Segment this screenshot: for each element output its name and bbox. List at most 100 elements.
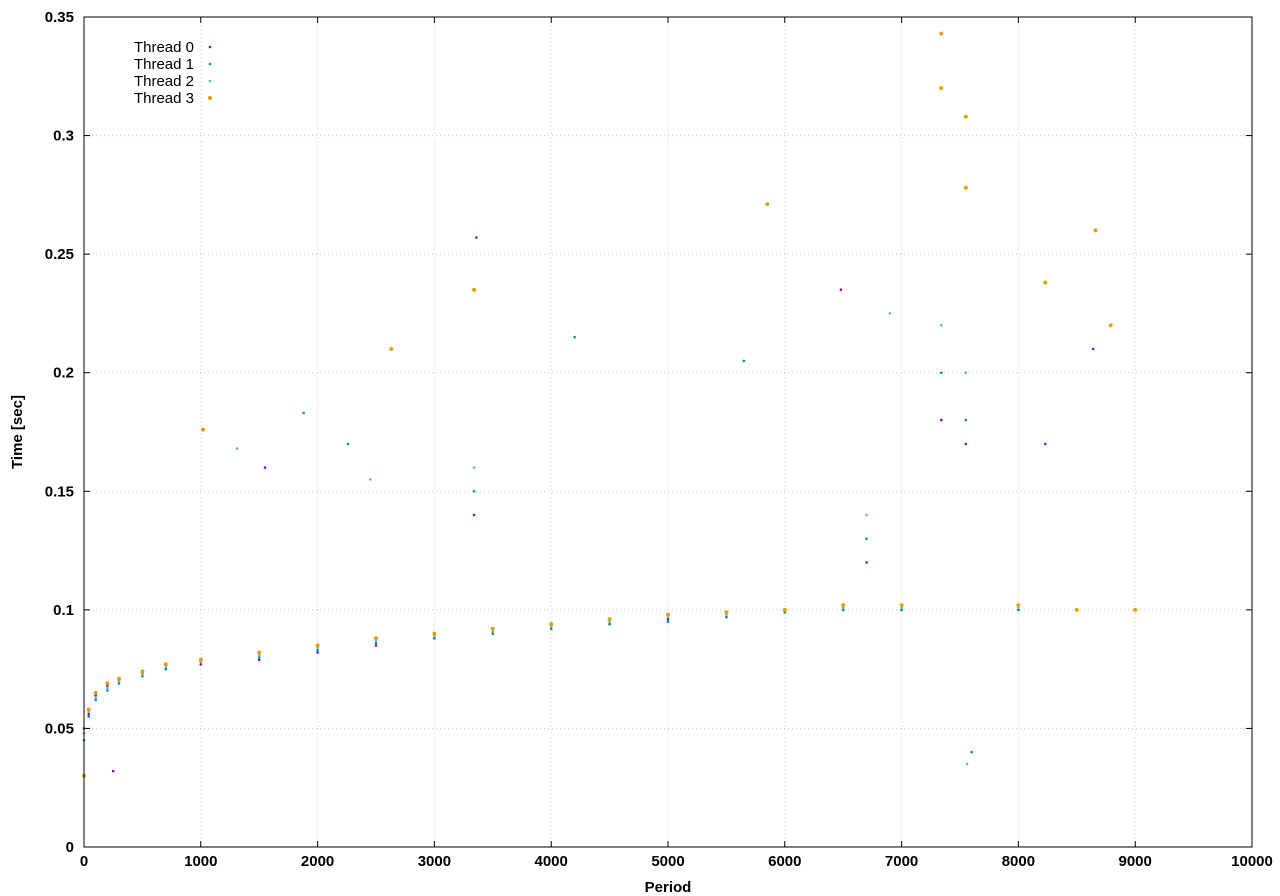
data-point-thread-3: [105, 681, 110, 686]
data-point-thread-1: [257, 656, 261, 659]
data-point-thread-0: [839, 288, 843, 292]
data-point-thread-3: [841, 603, 846, 608]
y-tick-label: 0.1: [53, 602, 74, 619]
x-tick-label: 9000: [1119, 853, 1152, 870]
data-point-thread-1: [549, 627, 553, 631]
data-point-thread-1: [433, 637, 436, 640]
data-point-thread-0: [316, 651, 319, 654]
axis-ticks: [83, 16, 1253, 848]
x-tick-label: 7000: [885, 853, 918, 870]
data-point-thread-1: [940, 371, 943, 375]
data-point-thread-3: [472, 287, 477, 292]
data-point-thread-1: [346, 442, 350, 446]
legend-label: Thread 3: [134, 90, 194, 107]
data-point-thread-0: [257, 658, 261, 661]
y-tick-label: 0.15: [45, 483, 74, 500]
y-tick-label: 0.05: [45, 720, 74, 737]
data-point-thread-3: [257, 650, 262, 655]
data-point-thread-3: [374, 636, 378, 641]
data-point-thread-0: [1044, 442, 1047, 446]
data-point-thread-3: [198, 657, 203, 662]
data-point-thread-3: [1074, 607, 1079, 612]
legend-label: Thread 1: [134, 56, 194, 73]
data-point-thread-0: [940, 418, 943, 422]
data-point-thread-3: [782, 607, 787, 612]
data-point-thread-1: [87, 715, 90, 718]
data-point-thread-1: [316, 648, 319, 652]
legend-marker: [208, 79, 212, 83]
data-point-thread-2: [964, 371, 968, 375]
data-point-thread-2: [965, 762, 969, 766]
x-tick-label: 0: [80, 853, 88, 870]
x-tick-label: 1000: [184, 853, 217, 870]
data-point-thread-1: [106, 689, 109, 692]
data-point-thread-3: [607, 617, 612, 622]
x-axis-title: Period: [645, 879, 692, 896]
legend-marker: [208, 62, 212, 66]
data-point-thread-3: [549, 622, 554, 627]
data-point-thread-1: [164, 667, 168, 671]
data-point-thread-3: [86, 707, 91, 712]
data-point-thread-1: [666, 620, 670, 623]
data-point-thread-2: [940, 324, 943, 327]
data-point-thread-2: [235, 447, 239, 450]
data-point-thread-3: [140, 669, 145, 674]
data-point-thread-1: [472, 490, 476, 493]
data-point-thread-0: [666, 618, 670, 621]
data-point-thread-3: [899, 603, 904, 608]
data-point-thread-1: [865, 537, 868, 540]
data-point-thread-0: [865, 561, 868, 564]
data-point-thread-1: [742, 359, 746, 363]
data-point-thread-0: [964, 442, 968, 446]
data-point-thread-0: [475, 236, 478, 239]
data-points: [82, 31, 1138, 778]
data-point-thread-1: [491, 632, 495, 635]
data-point-thread-1: [970, 750, 973, 754]
data-point-thread-2: [368, 478, 372, 481]
data-point-thread-3: [765, 202, 770, 207]
data-point-thread-3: [432, 631, 437, 636]
y-tick-label: 0.25: [45, 246, 74, 263]
data-point-thread-3: [1108, 323, 1113, 328]
grid: [83, 16, 1253, 848]
data-point-thread-1: [94, 698, 97, 702]
data-point-thread-3: [666, 612, 670, 617]
data-point-thread-3: [163, 662, 168, 667]
data-point-thread-1: [900, 608, 903, 612]
tick-labels: 0 1000 2000 3000 4000 5000 6000 7000 8000 9000 100…: [45, 9, 1273, 870]
data-point-thread-3: [939, 86, 944, 91]
y-tick-label: 0.3: [53, 128, 74, 145]
x-tick-label: 10000: [1231, 853, 1273, 870]
data-point-thread-0: [472, 513, 476, 517]
x-tick-label: 8000: [1002, 853, 1035, 870]
x-tick-label: 6000: [768, 853, 801, 870]
data-point-thread-1: [141, 675, 144, 678]
data-point-thread-3: [1133, 607, 1138, 612]
y-axis-title: Time [sec]: [9, 395, 26, 469]
data-point-thread-3: [939, 31, 944, 36]
data-point-thread-3: [963, 185, 968, 190]
data-point-thread-0: [87, 712, 90, 716]
legend-marker: [208, 45, 212, 49]
data-point-thread-0: [374, 644, 378, 647]
data-point-thread-3: [389, 347, 394, 351]
x-tick-label: 3000: [418, 853, 451, 870]
data-point-thread-2: [888, 312, 892, 315]
data-point-thread-1: [964, 418, 968, 422]
data-point-thread-3: [93, 690, 98, 695]
data-point-thread-3: [1093, 228, 1098, 233]
data-point-thread-3: [315, 643, 320, 648]
legend-marker: [208, 96, 212, 100]
data-point-thread-1: [573, 335, 576, 339]
data-point-thread-0: [111, 769, 115, 773]
x-tick-label: 5000: [651, 853, 684, 870]
data-point-thread-0: [263, 466, 267, 469]
data-point-thread-1: [725, 615, 728, 619]
data-point-thread-3: [201, 427, 206, 432]
legend-label: Thread 2: [134, 73, 194, 90]
data-point-thread-3: [1016, 603, 1021, 608]
data-point-thread-1: [117, 682, 121, 685]
data-point-thread-3: [490, 626, 495, 631]
data-point-thread-3: [724, 610, 729, 615]
